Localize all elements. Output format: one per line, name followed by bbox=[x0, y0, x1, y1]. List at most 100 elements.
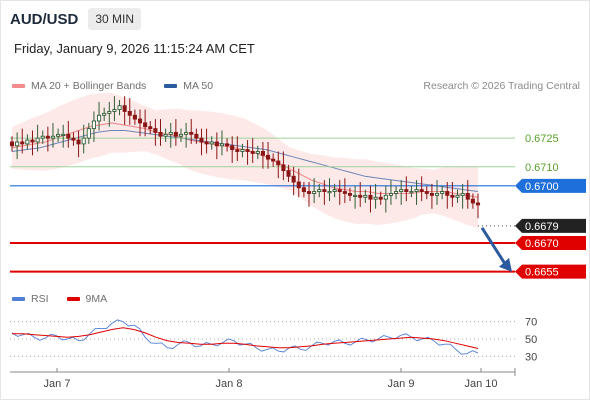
x-tick-label-0: Jan 7 bbox=[44, 378, 71, 390]
legend-item-rsi: RSI bbox=[12, 293, 49, 305]
candle-body bbox=[168, 131, 173, 135]
legend-swatch-rsi bbox=[12, 297, 25, 301]
candle-body bbox=[342, 191, 347, 194]
candle-body bbox=[347, 193, 353, 196]
legend-swatch-9ma bbox=[66, 297, 80, 301]
candle-body bbox=[122, 105, 127, 112]
candle-body bbox=[317, 189, 322, 192]
level-label-4: 0.6670 bbox=[525, 238, 559, 250]
candle-body bbox=[475, 202, 481, 206]
candle-body bbox=[291, 175, 296, 183]
candle-body bbox=[455, 194, 460, 198]
candle-body bbox=[327, 191, 332, 194]
candle-body bbox=[363, 194, 368, 198]
legend-item-ma20: MA 20 + Bollinger Bands bbox=[12, 80, 146, 92]
forecast-arrow-head bbox=[499, 257, 512, 272]
candle-body bbox=[271, 158, 276, 162]
x-tick-label-1: Jan 8 bbox=[216, 378, 243, 390]
legend-label-rsi: RSI bbox=[31, 293, 49, 305]
level-label-5: 0.6655 bbox=[525, 267, 559, 279]
candle-body bbox=[204, 141, 209, 145]
candle-body bbox=[286, 170, 291, 177]
level-label-1: 0.6710 bbox=[525, 162, 559, 174]
x-tick-label-3: Jan 10 bbox=[464, 378, 497, 390]
credit-text: Research © 2026 Trading Central bbox=[423, 80, 580, 92]
candle-body bbox=[132, 114, 137, 120]
candle-body bbox=[40, 135, 45, 139]
candle-body bbox=[158, 131, 163, 137]
candle-body bbox=[45, 135, 50, 139]
rsi-tick-label-0: 70 bbox=[525, 317, 537, 329]
candle-body bbox=[276, 160, 281, 166]
candle-body bbox=[434, 193, 440, 196]
candle-body bbox=[260, 151, 265, 156]
candle-body bbox=[76, 139, 81, 145]
legend-item-ma50: MA 50 bbox=[164, 80, 213, 92]
timeframe-badge[interactable]: 30 MIN bbox=[88, 8, 142, 30]
candle-body bbox=[440, 191, 445, 194]
candle-body bbox=[9, 141, 15, 147]
candle-body bbox=[388, 193, 393, 196]
candle-body bbox=[184, 131, 189, 135]
candle-body bbox=[460, 193, 465, 196]
candle-body bbox=[20, 141, 25, 145]
candle-body bbox=[189, 131, 194, 135]
candle-body bbox=[332, 189, 337, 192]
candle-body bbox=[199, 137, 204, 143]
candle-body bbox=[465, 193, 470, 200]
rsi-tick-label-2: 30 bbox=[525, 351, 537, 363]
legend-swatch-ma20 bbox=[12, 84, 25, 88]
candle-body bbox=[30, 139, 35, 143]
candle-body bbox=[378, 196, 383, 200]
candle-body bbox=[163, 133, 168, 137]
candle-body bbox=[240, 149, 245, 152]
candle-body bbox=[373, 196, 378, 200]
candle-body bbox=[117, 105, 122, 110]
candle-body bbox=[102, 112, 107, 116]
candle-body bbox=[50, 135, 56, 139]
x-tick-label-2: Jan 9 bbox=[388, 378, 415, 390]
candle-body bbox=[296, 181, 301, 189]
candle-body bbox=[194, 133, 199, 139]
candle-body bbox=[112, 109, 117, 112]
candle-body bbox=[178, 133, 184, 137]
ma20-line bbox=[11, 122, 479, 198]
candle-body bbox=[15, 141, 20, 147]
legend-label-ma20: MA 20 + Bollinger Bands bbox=[31, 80, 147, 92]
candle-body bbox=[86, 128, 91, 139]
candle-body bbox=[219, 143, 225, 147]
level-tag-2 bbox=[515, 178, 586, 193]
candle-body bbox=[281, 164, 286, 172]
legend-label-ma50: MA 50 bbox=[183, 80, 214, 92]
legend-swatch-ma50 bbox=[164, 84, 178, 88]
candle-body bbox=[394, 191, 399, 194]
candle-body bbox=[399, 189, 404, 192]
candle-body bbox=[337, 189, 342, 192]
candle-body bbox=[301, 187, 306, 192]
candle-body bbox=[91, 120, 96, 130]
timestamp: Friday, January 9, 2026 11:15:24 AM CET bbox=[14, 41, 255, 56]
legend-item-9ma: 9MA bbox=[66, 293, 107, 305]
candle-body bbox=[409, 191, 414, 194]
candle-body bbox=[404, 189, 409, 192]
candle-body bbox=[445, 191, 450, 196]
rsi-legend: RSI 9MA bbox=[12, 293, 125, 305]
candle-body bbox=[306, 191, 312, 194]
candle-body bbox=[153, 128, 158, 133]
level-label-3: 0.6679 bbox=[525, 221, 559, 233]
candle-body bbox=[450, 194, 455, 198]
candle-body bbox=[322, 189, 327, 192]
candle-body bbox=[71, 137, 76, 141]
candle-body bbox=[35, 137, 40, 143]
candle-body bbox=[209, 141, 214, 145]
candle-body bbox=[353, 194, 358, 198]
main-legend: MA 20 + Bollinger Bands MA 50 bbox=[12, 80, 231, 92]
candle-body bbox=[56, 133, 61, 137]
candle-body bbox=[127, 110, 132, 116]
candle-body bbox=[368, 194, 373, 200]
header-bar: AUD/USD 30 MIN bbox=[10, 7, 142, 31]
candle-body bbox=[429, 193, 434, 196]
candle-body bbox=[61, 133, 66, 136]
candle-body bbox=[358, 194, 363, 198]
